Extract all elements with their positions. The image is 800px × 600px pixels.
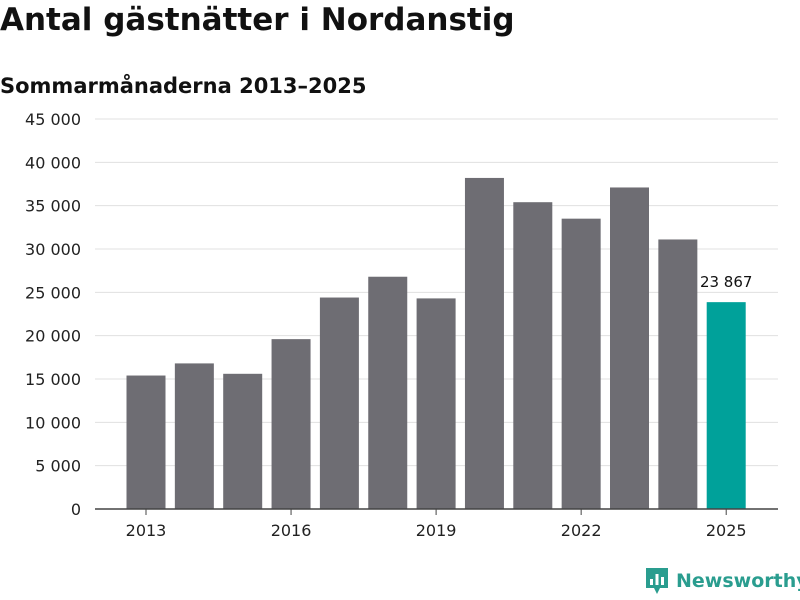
newsworthy-logo-icon (646, 568, 668, 594)
x-tick-label: 2025 (706, 521, 747, 540)
x-tick-label: 2013 (126, 521, 167, 540)
chart-subtitle: Sommarmånaderna 2013–2025 (0, 74, 367, 98)
bar-2016 (271, 339, 311, 509)
y-tick-label: 0 (71, 500, 81, 519)
y-tick-label: 10 000 (25, 413, 81, 432)
bar-2015 (223, 373, 263, 509)
bar-2024 (658, 239, 698, 509)
y-tick-label: 45 000 (25, 110, 81, 129)
y-tick-label: 5 000 (35, 457, 81, 476)
y-tick-label: 30 000 (25, 240, 81, 259)
bar-2025 (706, 302, 746, 509)
bar-2022 (561, 218, 601, 509)
bar-2014 (174, 363, 214, 509)
bar-2023 (610, 187, 649, 509)
y-tick-label: 25 000 (25, 283, 81, 302)
y-tick-label: 35 000 (25, 197, 81, 216)
bar-2021 (513, 202, 553, 509)
bar-2019 (416, 298, 456, 509)
y-tick-label: 20 000 (25, 327, 81, 346)
x-tick-label: 2022 (561, 521, 602, 540)
bar-2018 (368, 276, 408, 509)
x-tick-label: 2016 (271, 521, 312, 540)
x-tick-label: 2019 (416, 521, 457, 540)
y-tick-label: 40 000 (25, 153, 81, 172)
chart-title: Antal gästnätter i Nordanstig (0, 2, 515, 38)
data-label: 23 867 (700, 273, 753, 291)
y-tick-label: 15 000 (25, 370, 81, 389)
bar-2020 (464, 177, 504, 509)
bar-2017 (319, 297, 359, 509)
brand-name: Newsworthy (676, 570, 800, 592)
bar-2013 (126, 375, 166, 509)
brand-logo: Newsworthy (644, 566, 800, 596)
